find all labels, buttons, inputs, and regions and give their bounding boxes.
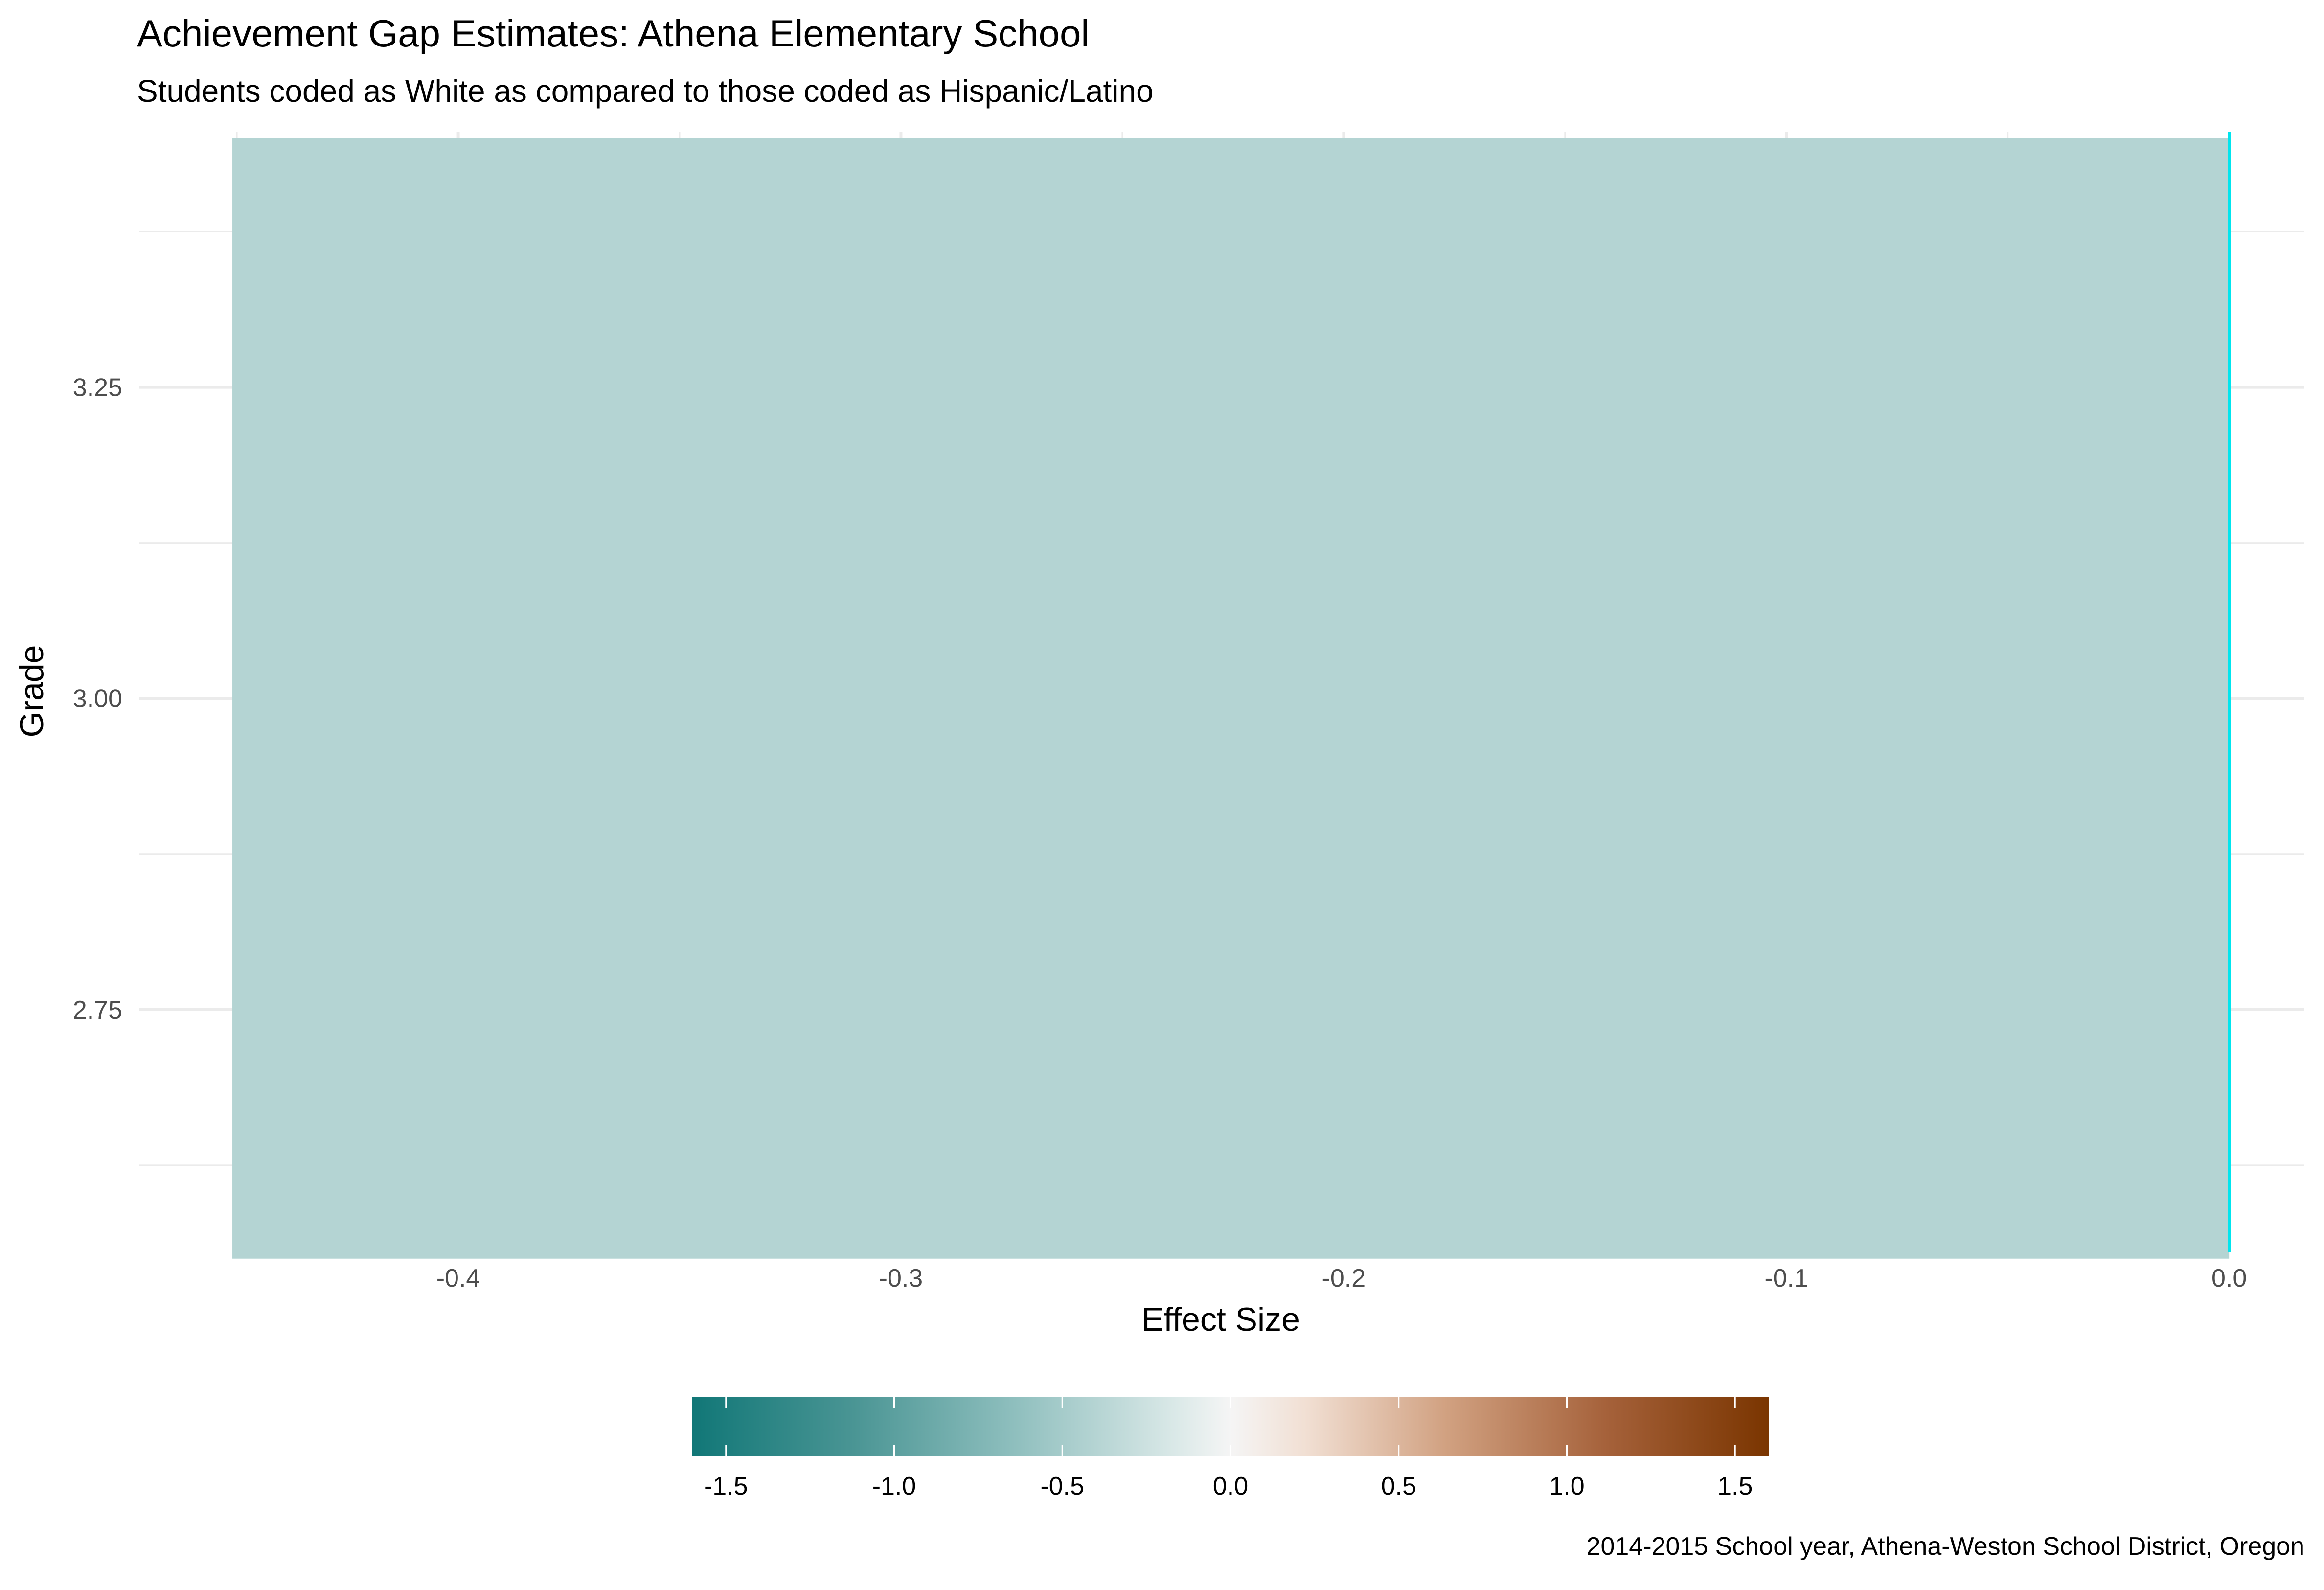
y-tick-label: 3.00 [73, 685, 122, 713]
x-tick-label: 0.0 [2211, 1264, 2247, 1293]
colorbar-labels: -1.5 -1.0 -0.5 0.0 0.5 1.0 1.5 [704, 1472, 1753, 1500]
colorbar-label: -1.5 [704, 1472, 748, 1500]
x-tick-labels: -0.4 -0.3 -0.2 -0.1 0.0 [436, 1264, 2247, 1293]
colorbar-label: -1.0 [872, 1472, 916, 1500]
colorbar-label: 1.0 [1549, 1472, 1584, 1500]
y-tick-labels: 2.75 3.00 3.25 [73, 374, 122, 1024]
x-tick-label: -0.2 [1322, 1264, 1366, 1293]
y-tick-label: 2.75 [73, 996, 122, 1024]
y-axis-title: Grade [13, 645, 50, 738]
color-legend: -1.5 -1.0 -0.5 0.0 0.5 1.0 1.5 [692, 1397, 1769, 1500]
colorbar-label: 0.5 [1381, 1472, 1416, 1500]
x-tick-label: -0.4 [436, 1264, 480, 1293]
bar [232, 138, 2230, 1259]
bars [232, 138, 2230, 1259]
colorbar-ticks [725, 1397, 1736, 1456]
x-tick-label: -0.3 [879, 1264, 923, 1293]
colorbar-label: 1.5 [1717, 1472, 1753, 1500]
chart-caption: 2014-2015 School year, Athena-Weston Sch… [1587, 1532, 2304, 1561]
colorbar-label: 0.0 [1213, 1472, 1248, 1500]
x-tick-label: -0.1 [1764, 1264, 1808, 1293]
colorbar-label: -0.5 [1040, 1472, 1084, 1500]
x-axis-title: Effect Size [1141, 1301, 1300, 1338]
chart-subtitle: Students coded as White as compared to t… [137, 73, 1154, 109]
y-tick-label: 3.25 [73, 374, 122, 402]
chart-title: Achievement Gap Estimates: Athena Elemen… [137, 12, 1090, 55]
